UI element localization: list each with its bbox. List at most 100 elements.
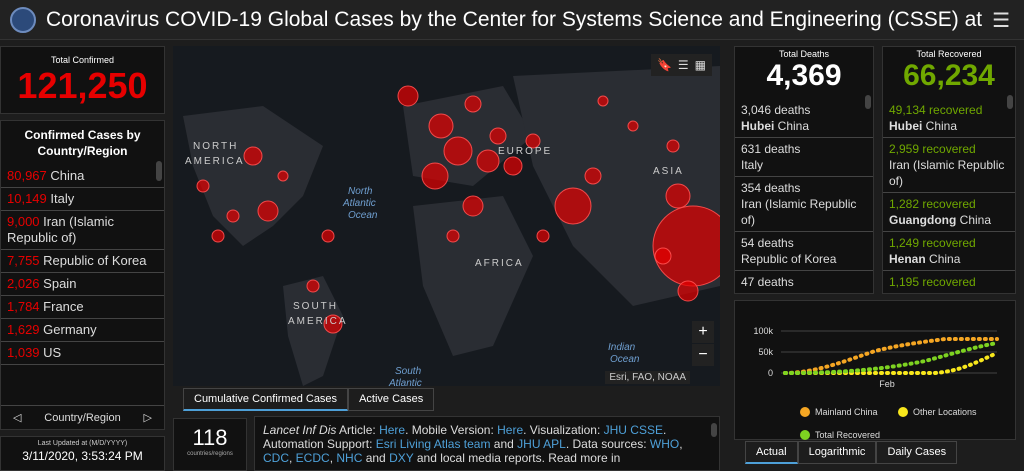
country-list-scrollbar[interactable] xyxy=(156,161,162,181)
country-list-panel: Confirmed Cases by Country/Region 80,967… xyxy=(0,120,165,430)
case-bubble[interactable] xyxy=(306,279,320,293)
world-map[interactable]: NORTH AMERICA North Atlantic Ocean EUROP… xyxy=(173,46,720,386)
case-bubble[interactable] xyxy=(397,85,419,107)
case-bubble[interactable] xyxy=(503,156,523,176)
case-bubble[interactable] xyxy=(226,209,240,223)
list-icon[interactable]: ☰ xyxy=(677,58,689,72)
country-item[interactable]: 80,967 China xyxy=(1,165,164,188)
case-bubble[interactable] xyxy=(428,113,454,139)
case-bubble[interactable] xyxy=(196,179,210,193)
deaths-place: Iran (Islamic Republic of) xyxy=(741,197,857,227)
info-scrollbar[interactable] xyxy=(711,423,717,437)
map-label-ocean2: Ocean xyxy=(610,354,640,365)
recovered-count: 1,282 recovered xyxy=(889,197,976,211)
case-bubble[interactable] xyxy=(536,229,550,243)
case-bubble[interactable] xyxy=(654,247,672,265)
zoom-in-button[interactable]: + xyxy=(692,321,714,343)
deaths-item[interactable]: 54 deaths Republic of Korea xyxy=(735,232,873,271)
link-here-2[interactable]: Here xyxy=(497,423,524,437)
case-bubble[interactable] xyxy=(243,146,263,166)
deaths-item[interactable]: 354 deaths Iran (Islamic Republic of) xyxy=(735,177,873,232)
country-item[interactable]: 2,026 Spain xyxy=(1,273,164,296)
case-bubble[interactable] xyxy=(554,187,592,225)
recovered-item[interactable]: 1,195 recovered Zhejiang China xyxy=(883,271,1015,293)
link-esri[interactable]: Esri Living Atlas team xyxy=(375,437,491,451)
recovered-item[interactable]: 49,134 recovered Hubei China xyxy=(883,99,1015,138)
case-bubble[interactable] xyxy=(462,195,484,217)
recovered-item[interactable]: 1,282 recovered Guangdong China xyxy=(883,193,1015,232)
case-bubble[interactable] xyxy=(257,200,279,222)
qr-code-icon[interactable]: ▦ xyxy=(694,58,706,72)
case-bubble[interactable] xyxy=(489,127,507,145)
case-bubble[interactable] xyxy=(677,280,699,302)
country-name: Iran (Islamic Republic of) xyxy=(7,214,114,245)
case-bubble[interactable] xyxy=(446,229,460,243)
case-bubble[interactable] xyxy=(627,120,639,132)
europe-landmass xyxy=(403,86,533,186)
recovered-item[interactable]: 2,959 recovered Iran (Islamic Republic of… xyxy=(883,138,1015,193)
recovered-item[interactable]: 1,249 recovered Henan China xyxy=(883,232,1015,271)
case-bubble[interactable] xyxy=(211,229,225,243)
tab-logarithmic[interactable]: Logarithmic xyxy=(797,441,877,464)
case-bubble[interactable] xyxy=(476,149,500,173)
country-item[interactable]: 1,784 France xyxy=(1,296,164,319)
tab-cumulative[interactable]: Cumulative Confirmed Cases xyxy=(183,388,349,411)
case-bubble[interactable] xyxy=(277,170,289,182)
tab-active[interactable]: Active Cases xyxy=(348,388,435,411)
link-ecdc[interactable]: ECDC xyxy=(295,451,330,465)
deaths-item[interactable]: 47 deaths Spain xyxy=(735,271,873,293)
map-label-south: SOUTH xyxy=(293,301,338,312)
country-item[interactable]: 9,000 Iran (Islamic Republic of) xyxy=(1,211,164,250)
y-tick-label: 100k xyxy=(753,326,773,336)
link-dxy[interactable]: DXY xyxy=(389,451,414,465)
tab-daily-cases[interactable]: Daily Cases xyxy=(876,441,958,464)
country-name: US xyxy=(43,345,62,360)
country-list-footer-label: Country/Region xyxy=(44,411,121,424)
deaths-item[interactable]: 3,046 deaths Hubei China xyxy=(735,99,873,138)
link-who[interactable]: WHO xyxy=(649,437,680,451)
recovered-scrollbar[interactable] xyxy=(1007,95,1013,109)
case-bubble[interactable] xyxy=(584,167,602,185)
case-bubble[interactable] xyxy=(597,95,609,107)
bookmark-icon[interactable]: 🔖 xyxy=(656,58,672,72)
case-bubble[interactable] xyxy=(443,136,473,166)
link-jhu-apl[interactable]: JHU APL xyxy=(517,437,566,451)
link-jhu-csse[interactable]: JHU CSSE xyxy=(603,423,663,437)
link-nhc[interactable]: NHC xyxy=(336,451,363,465)
zoom-out-button[interactable]: − xyxy=(692,344,714,366)
case-bubble[interactable] xyxy=(321,229,335,243)
country-item[interactable]: 1,039 US xyxy=(1,342,164,365)
case-bubble[interactable] xyxy=(464,95,482,113)
case-bubbles xyxy=(196,85,720,334)
link-here-1[interactable]: Here xyxy=(379,423,406,437)
deaths-value: 4,369 xyxy=(766,59,842,92)
map-label-atlantic: Atlantic xyxy=(343,198,376,209)
info-text-5: and xyxy=(490,437,518,451)
y-tick-label: 0 xyxy=(768,368,773,378)
total-confirmed-value: 121,250 xyxy=(17,65,148,106)
recovered-place: China xyxy=(922,119,958,133)
info-panel: Lancet Inf Dis Article: Here. Mobile Ver… xyxy=(254,416,720,471)
case-bubble[interactable] xyxy=(323,314,343,334)
country-item[interactable]: 10,149 Italy xyxy=(1,188,164,211)
info-comma-3: , xyxy=(329,451,337,465)
deaths-count: 354 deaths xyxy=(741,181,801,195)
deaths-item[interactable]: 631 deaths Italy xyxy=(735,138,873,177)
country-item[interactable]: 1,629 Germany xyxy=(1,319,164,342)
legend-dot xyxy=(898,407,908,417)
jhu-logo xyxy=(10,6,36,33)
case-bubble[interactable] xyxy=(525,133,541,149)
deaths-scrollbar[interactable] xyxy=(865,95,871,109)
case-bubble[interactable] xyxy=(421,162,449,190)
case-bubble[interactable] xyxy=(665,183,691,209)
tab-actual[interactable]: Actual xyxy=(745,441,798,464)
country-name: Republic of Korea xyxy=(43,253,147,268)
prev-arrow-icon[interactable]: ◁ xyxy=(13,412,22,424)
case-bubble[interactable] xyxy=(666,139,680,153)
country-item[interactable]: 7,755 Republic of Korea xyxy=(1,250,164,273)
next-arrow-icon[interactable]: ▷ xyxy=(143,412,152,424)
hamburger-menu-icon[interactable]: ☰ xyxy=(992,10,1010,32)
link-cdc[interactable]: CDC xyxy=(263,451,289,465)
y-tick-label: 50k xyxy=(758,347,773,357)
deaths-place: Spain xyxy=(741,291,772,293)
